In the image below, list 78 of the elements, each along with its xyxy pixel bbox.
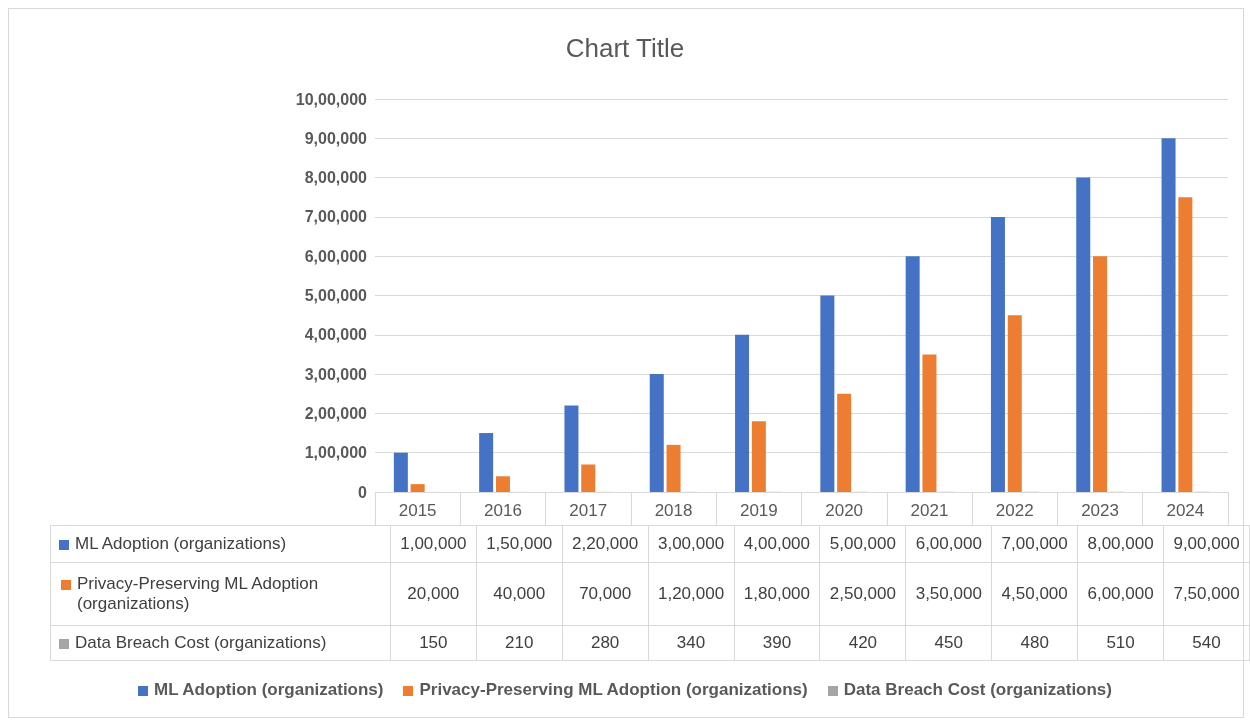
data-label: 280 xyxy=(562,625,649,661)
data-label: 1,80,000 xyxy=(734,562,820,626)
y-tick-label: 3,00,000 xyxy=(304,365,368,383)
legend-label: Privacy-Preserving ML Adoption (organizations) xyxy=(77,574,319,613)
data-label: 8,00,000 xyxy=(1077,525,1164,563)
y-tick-label: 5,00,000 xyxy=(304,287,368,304)
data-label: 5,00,000 xyxy=(819,525,906,563)
data-label: 150 xyxy=(390,625,477,661)
bar xyxy=(1093,256,1108,492)
data-label: 4,00,000 xyxy=(734,525,820,563)
data-label: 9,00,000 xyxy=(1163,525,1250,563)
data-label: 210 xyxy=(476,625,563,661)
y-tick-label: 7,00,000 xyxy=(304,208,368,226)
y-tick-label: 8,00,000 xyxy=(304,169,368,187)
y-tick-label: 4,00,000 xyxy=(304,326,368,344)
x-tick-label: 2015 xyxy=(398,501,437,520)
bar xyxy=(479,433,494,492)
x-tick-label: 2021 xyxy=(910,501,949,520)
data-label: 510 xyxy=(1077,625,1164,661)
data-label: 70,000 xyxy=(562,562,649,626)
text: Data Breach Cost (organizations) xyxy=(843,680,1112,699)
legend-label: Data Breach Cost (organizations) xyxy=(75,633,327,652)
y-tick-label: 10,00,000 xyxy=(295,90,368,108)
x-tick-label: 2017 xyxy=(569,501,608,520)
data-label: 450 xyxy=(905,625,992,661)
data-label: 1,00,000 xyxy=(390,525,477,563)
x-tick-label: 2020 xyxy=(825,501,864,520)
data-label: 340 xyxy=(648,625,734,661)
bar xyxy=(393,452,408,492)
bar xyxy=(564,405,579,492)
data-label: 7,50,000 xyxy=(1163,562,1250,626)
bar xyxy=(1007,315,1022,492)
data-label: 2,50,000 xyxy=(819,562,906,626)
data-label: 6,00,000 xyxy=(905,525,992,563)
x-tick-label: 2022 xyxy=(995,501,1034,520)
x-tick-label: 2016 xyxy=(484,501,522,520)
legend-label: ML Adoption (organizations) xyxy=(75,534,287,553)
bar xyxy=(410,484,425,492)
data-label: 7,00,000 xyxy=(991,525,1078,563)
y-tick-label: 0 xyxy=(358,483,368,501)
x-tick-label: 2018 xyxy=(654,501,693,520)
text: Privacy-Preserving ML Adoption (organizations) xyxy=(419,680,808,699)
bar xyxy=(1076,177,1091,492)
data-label: 1,50,000 xyxy=(476,525,563,563)
bar xyxy=(1178,197,1193,492)
bar xyxy=(837,393,852,492)
data-label: 3,00,000 xyxy=(648,525,734,563)
bar xyxy=(990,216,1005,492)
x-tick-label: 2024 xyxy=(1166,501,1205,520)
chart-title: Chart Title xyxy=(565,33,685,63)
bar xyxy=(649,374,664,492)
bar xyxy=(751,421,766,492)
data-label: 2,20,000 xyxy=(562,525,649,563)
bar xyxy=(922,354,937,492)
bar xyxy=(581,464,596,492)
bar xyxy=(820,295,835,492)
bar xyxy=(905,256,920,492)
bar xyxy=(495,476,510,492)
y-tick-label: 9,00,000 xyxy=(304,129,368,147)
x-tick-label: 2023 xyxy=(1081,501,1119,520)
data-label: 20,000 xyxy=(390,562,477,626)
y-tick-label: 6,00,000 xyxy=(304,247,368,265)
data-label: 6,00,000 xyxy=(1077,562,1164,626)
data-label: 40,000 xyxy=(476,562,563,626)
bar xyxy=(1161,138,1176,492)
data-label: 3,50,000 xyxy=(905,562,992,626)
data-label: 420 xyxy=(819,625,906,661)
data-label: 4,50,000 xyxy=(991,562,1078,626)
bar xyxy=(735,334,750,492)
y-tick-label: 2,00,000 xyxy=(304,404,368,422)
data-label: 480 xyxy=(991,625,1078,661)
data-label: 540 xyxy=(1163,625,1250,661)
text: ML Adoption (organizations) xyxy=(154,680,384,699)
data-label: 1,20,000 xyxy=(648,562,734,626)
bar xyxy=(666,444,681,492)
data-label: 390 xyxy=(734,625,820,661)
y-tick-label: 1,00,000 xyxy=(304,444,368,462)
x-tick-label: 2019 xyxy=(739,501,778,520)
